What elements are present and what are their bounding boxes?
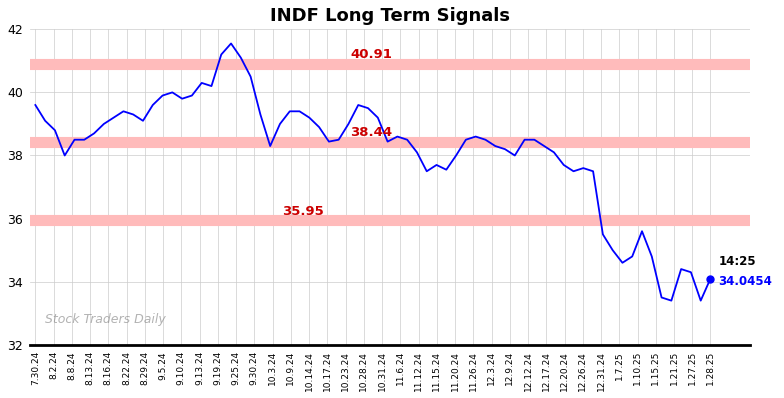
Text: Stock Traders Daily: Stock Traders Daily bbox=[45, 313, 165, 326]
Text: 38.44: 38.44 bbox=[350, 127, 393, 139]
Text: 35.95: 35.95 bbox=[282, 205, 324, 218]
Title: INDF Long Term Signals: INDF Long Term Signals bbox=[270, 7, 510, 25]
Text: 40.91: 40.91 bbox=[350, 49, 392, 61]
Text: 34.0454: 34.0454 bbox=[718, 275, 772, 288]
Point bbox=[704, 275, 717, 282]
Text: 14:25: 14:25 bbox=[718, 255, 756, 268]
